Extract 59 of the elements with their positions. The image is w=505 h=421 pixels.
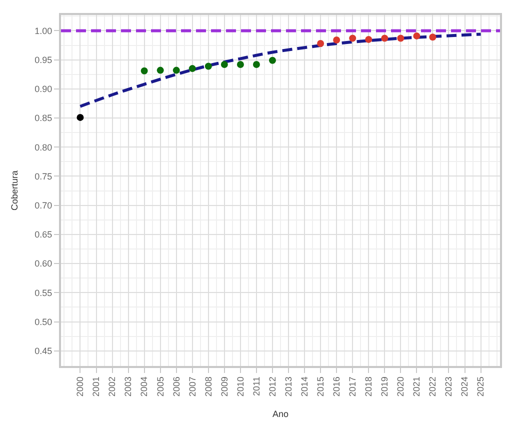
x-tick-label: 2009: [219, 376, 230, 397]
y-tick-label: 0.60: [34, 258, 52, 269]
x-tick-label: 2002: [107, 376, 118, 397]
x-tick-label: 2012: [267, 376, 278, 397]
point: [220, 60, 228, 68]
x-tick-label: 2023: [444, 376, 454, 397]
y-tick-label: 0.50: [34, 316, 52, 327]
x-tick-label: 2004: [139, 376, 150, 397]
x-tick-label: 2013: [283, 376, 294, 397]
x-tick-label: 2001: [91, 376, 102, 397]
x-tick-label: 2010: [235, 376, 246, 397]
point: [429, 34, 436, 41]
x-tick-label: 2018: [364, 376, 374, 397]
x-tick-label: 2008: [203, 376, 214, 397]
y-tick-label: 0.55: [34, 288, 52, 298]
point: [188, 65, 196, 72]
point: [413, 32, 420, 40]
x-axis-title: Ano: [272, 408, 289, 419]
point: [252, 60, 260, 68]
point: [317, 40, 324, 48]
point: [76, 114, 84, 121]
point: [381, 34, 388, 42]
x-tick-label: 2022: [428, 376, 438, 397]
point: [365, 36, 372, 43]
y-tick-label: 0.70: [34, 200, 52, 210]
point: [156, 66, 164, 74]
line-series: [78, 32, 482, 108]
x-tick-label: 2016: [332, 376, 342, 397]
x-tick-label: 2014: [299, 376, 310, 397]
y-tick-label: 1.00: [34, 26, 52, 36]
x-tick-label: 2007: [187, 376, 198, 397]
y-tick-label: 0.80: [34, 142, 52, 152]
x-tick-label: 2019: [380, 376, 390, 397]
y-tick-label: 0.90: [34, 84, 52, 94]
x-tick-label: 2021: [412, 376, 422, 397]
x-tick-label: 2006: [171, 376, 182, 397]
y-tick-label: 0.65: [34, 230, 52, 240]
x-tick-label: 2003: [123, 376, 134, 397]
y-tick-label: 0.75: [34, 171, 52, 182]
point: [349, 34, 356, 42]
y-axis-title: Cobertura: [10, 170, 20, 211]
x-tick-label: 2024: [460, 376, 470, 397]
x-tick-label: 2000: [75, 376, 86, 397]
point: [333, 36, 340, 44]
x-tick-label: 2015: [315, 376, 326, 397]
point: [172, 66, 180, 74]
x-tick-label: 2020: [396, 376, 406, 397]
point: [140, 67, 148, 74]
x-tick-label: 2025: [476, 376, 486, 397]
point: [397, 34, 404, 42]
point: [204, 62, 212, 70]
point: [236, 60, 244, 68]
y-tick-label: 0.95: [34, 54, 52, 65]
point: [268, 56, 276, 64]
y-tick-label: 0.85: [34, 113, 52, 124]
x-tick-label: 2017: [348, 376, 358, 397]
y-tick-label: 0.45: [34, 346, 52, 356]
x-tick-label: 2005: [155, 376, 166, 397]
x-tick-label: 2011: [251, 376, 262, 396]
